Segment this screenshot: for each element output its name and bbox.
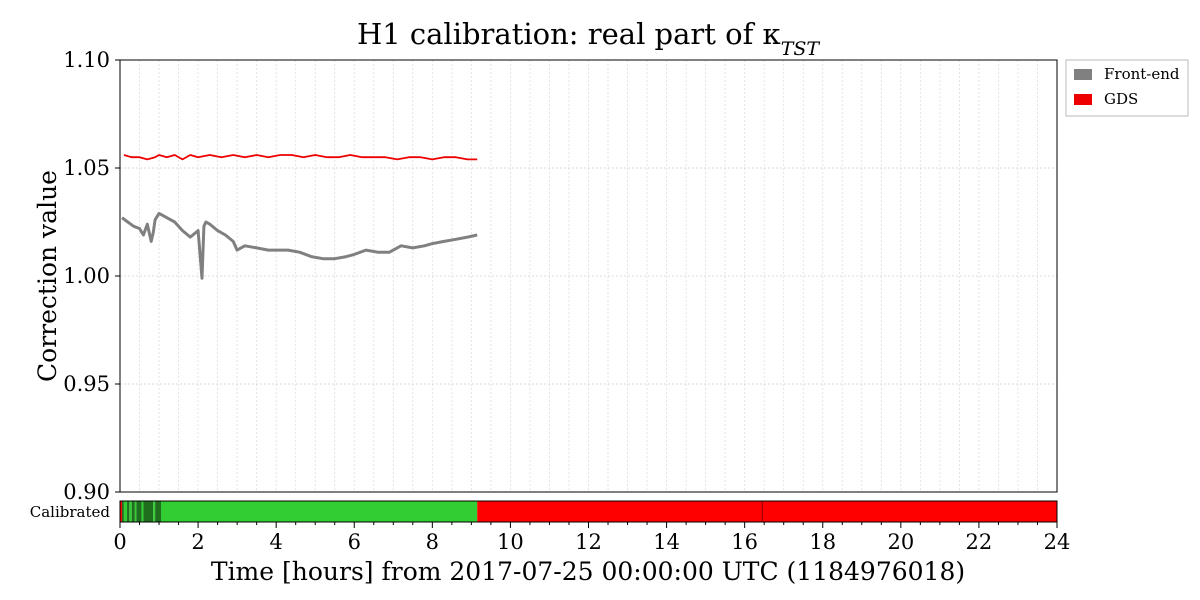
legend: Front-end GDS (1065, 59, 1189, 117)
status-bar (119, 500, 1058, 523)
x-tick-label: 2 (191, 530, 204, 554)
series-line-gds (123, 154, 478, 161)
x-axis: 0 2 4 6 8 10 12 14 16 18 20 22 24 (113, 522, 1070, 554)
status-bar-label: Calibrated (30, 503, 111, 521)
status-segment (131, 501, 135, 522)
status-segment (123, 501, 128, 522)
y-tick-label: 1.10 (63, 48, 110, 72)
x-tick-label: 8 (426, 530, 439, 554)
x-tick-label: 16 (731, 530, 758, 554)
status-segment (134, 501, 137, 522)
status-segment (121, 501, 124, 522)
legend-swatch (1074, 94, 1092, 105)
status-segment (129, 501, 132, 522)
x-tick-label: 0 (113, 530, 126, 554)
status-segment (155, 501, 161, 522)
x-tick-label: 12 (575, 530, 602, 554)
legend-swatch (1074, 69, 1092, 80)
status-segment (477, 501, 1057, 522)
x-tick-label: 18 (809, 530, 836, 554)
series-layer (121, 154, 478, 280)
y-axis-label: Correction value (33, 170, 62, 382)
grid (120, 59, 1057, 493)
x-tick-label: 14 (653, 530, 680, 554)
status-segment (153, 501, 156, 522)
x-tick-label: 10 (497, 530, 524, 554)
y-tick-label: 0.95 (63, 372, 110, 396)
y-tick-label: 1.05 (63, 156, 110, 180)
chart-title-main: H1 calibration: real part of κ (357, 17, 781, 51)
y-tick-label: 1.00 (63, 264, 110, 288)
status-segment (141, 501, 144, 522)
status-segment (143, 501, 154, 522)
chart-title: H1 calibration: real part of κTST (357, 17, 820, 60)
x-tick-label: 24 (1044, 530, 1071, 554)
x-tick-label: 6 (348, 530, 361, 554)
x-axis-label: Time [hours] from 2017-07-25 00:00:00 UT… (211, 557, 965, 586)
x-tick-label: 22 (966, 530, 993, 554)
x-tick-label: 20 (887, 530, 914, 554)
status-segment (136, 501, 142, 522)
legend-label: Front-end (1104, 65, 1180, 83)
chart-title-subscript: TST (781, 38, 821, 60)
legend-label: GDS (1104, 90, 1138, 108)
x-tick-label: 4 (269, 530, 282, 554)
status-segment (160, 501, 478, 522)
status-segment (127, 501, 130, 522)
status-segment (120, 501, 122, 522)
series-line-front-end (121, 211, 478, 280)
y-tick-label: 0.90 (63, 480, 110, 504)
y-axis: 0.90 0.95 1.00 1.05 1.10 (63, 48, 120, 504)
